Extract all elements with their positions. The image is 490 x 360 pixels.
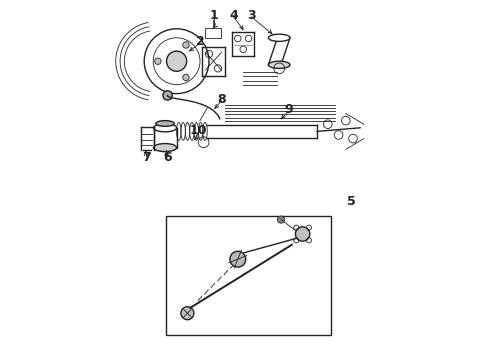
Circle shape — [183, 74, 189, 81]
Text: 3: 3 — [247, 9, 256, 22]
Text: 4: 4 — [229, 9, 238, 22]
Bar — [166, 216, 331, 335]
Text: 5: 5 — [347, 195, 356, 208]
Ellipse shape — [269, 61, 290, 68]
Text: 8: 8 — [217, 93, 226, 105]
Circle shape — [167, 51, 187, 71]
Text: 6: 6 — [163, 151, 172, 164]
Ellipse shape — [156, 121, 174, 126]
Ellipse shape — [153, 124, 176, 132]
Circle shape — [181, 307, 194, 320]
Text: 9: 9 — [284, 103, 293, 116]
Circle shape — [144, 29, 209, 94]
Circle shape — [277, 216, 285, 223]
Text: 7: 7 — [142, 151, 150, 164]
Circle shape — [230, 251, 245, 267]
Text: 2: 2 — [196, 35, 204, 48]
Circle shape — [183, 42, 189, 48]
Text: 10: 10 — [190, 124, 207, 137]
Ellipse shape — [153, 144, 176, 152]
Text: 1: 1 — [210, 9, 219, 22]
Circle shape — [295, 227, 310, 241]
Circle shape — [155, 58, 161, 64]
Bar — [205, 28, 221, 38]
Ellipse shape — [269, 34, 290, 41]
Circle shape — [163, 91, 172, 100]
